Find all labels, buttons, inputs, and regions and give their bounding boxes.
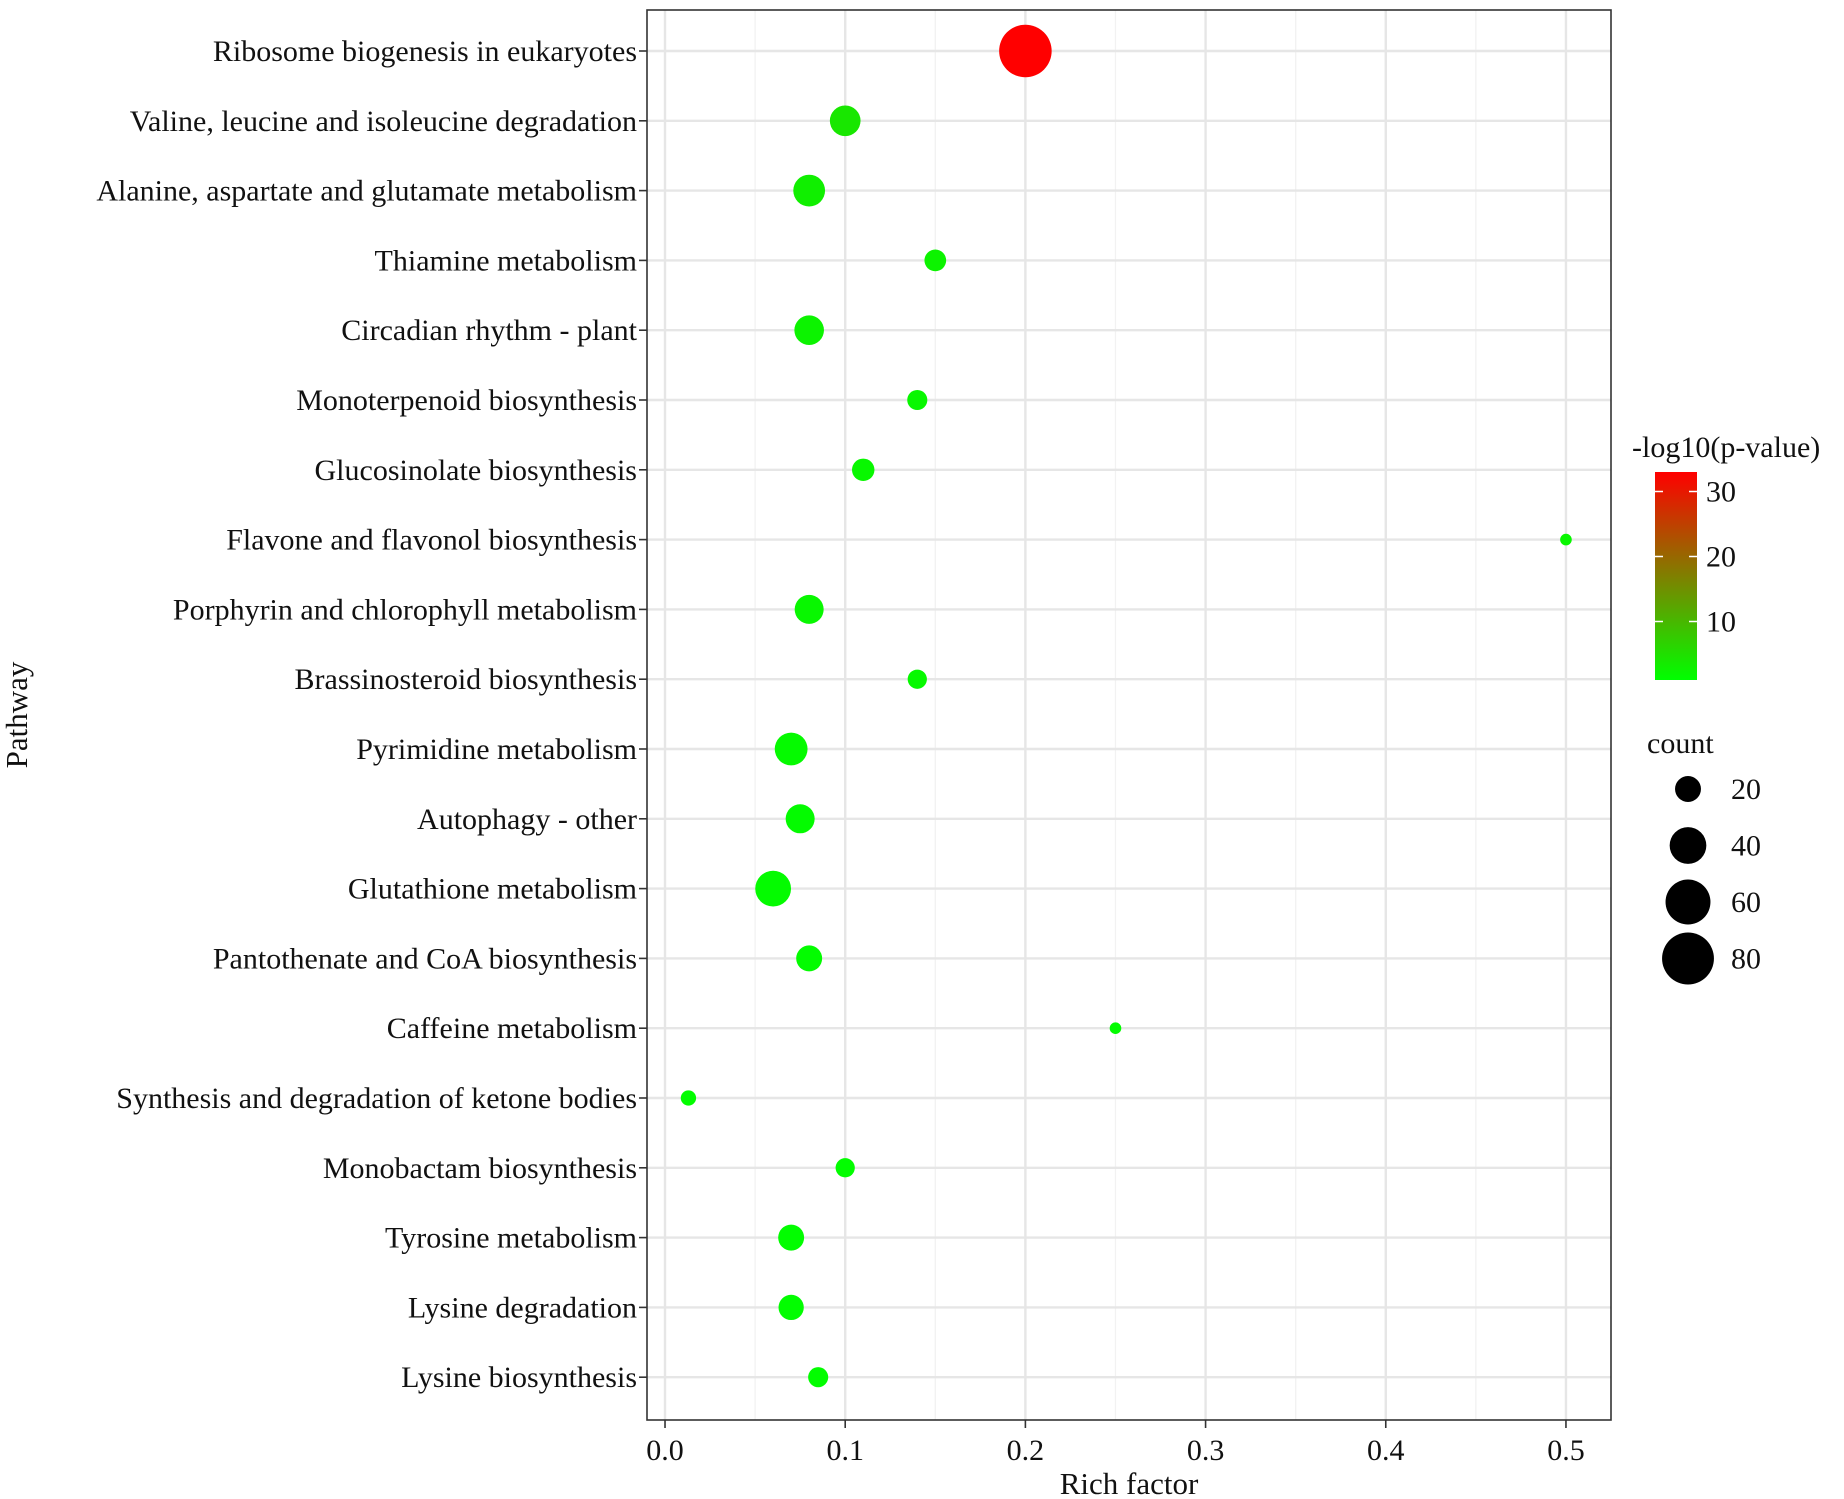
size-legend-items: 20 40 60 80 (1662, 773, 1761, 985)
data-point-synthesis-and-degradation-of-ketone-bodies (680, 1090, 697, 1106)
data-point-lysine-degradation (778, 1294, 804, 1321)
y-tick-label: Ribosome biogenesis in eukaryotes (213, 35, 637, 68)
size-legend-key (1662, 932, 1714, 985)
size-legend-title: count (1647, 727, 1714, 760)
data-point-circadian-rhythm-plant (794, 315, 824, 345)
data-point-caffeine-metabolism (1109, 1022, 1122, 1034)
y-tick-label: Monobactam biosynthesis (323, 1152, 637, 1185)
y-tick-label: Autophagy - other (417, 803, 637, 836)
y-tick-label: Lysine biosynthesis (401, 1361, 637, 1394)
y-axis-title: Pathway (0, 661, 34, 768)
size-legend: count 20 40 60 80 (1647, 727, 1761, 985)
x-tick-label: 0.2 (1007, 1434, 1045, 1467)
data-point-valine-leucine-and-isoleucine-degradation (829, 105, 861, 137)
size-legend-label: 20 (1731, 773, 1761, 806)
data-point-pantothenate-and-coa-biosynthesis (796, 945, 823, 972)
y-tick-label: Monoterpenoid biosynthesis (296, 384, 637, 417)
size-legend-key (1669, 827, 1707, 864)
y-tick-label: Flavone and flavonol biosynthesis (226, 524, 637, 557)
size-legend-label: 80 (1731, 943, 1761, 976)
y-tick-label: Pyrimidine metabolism (356, 733, 637, 766)
data-point-thiamine-metabolism (924, 249, 947, 272)
x-tick-label: 0.3 (1187, 1434, 1225, 1467)
color-legend-bar (1655, 472, 1697, 680)
y-tick-label: Brassinosteroid biosynthesis (295, 663, 638, 696)
x-tick-label: 0.5 (1547, 1434, 1585, 1467)
data-point-autophagy-other (785, 804, 815, 834)
x-axis-title: Rich factor (1060, 1466, 1199, 1499)
plot-panel-border (646, 9, 1612, 1421)
size-legend-key (1675, 776, 1701, 802)
data-point-glucosinolate-biosynthesis (851, 458, 875, 482)
color-legend: -log10(p-value) 30 20 10 (1632, 431, 1820, 680)
y-tick-label: Circadian rhythm - plant (341, 314, 637, 347)
y-tick-label: Pantothenate and CoA biosynthesis (213, 942, 637, 975)
data-point-glutathione-metabolism (755, 870, 792, 907)
color-legend-tick-label: 20 (1706, 541, 1736, 574)
size-legend-label: 40 (1731, 830, 1761, 863)
y-axis: Ribosome biogenesis in eukaryotes Valine,… (96, 35, 647, 1394)
size-legend-key (1665, 879, 1711, 925)
data-point-ribosome-biogenesis-in-eukaryotes (999, 24, 1052, 78)
grid-lines (647, 10, 1611, 1420)
data-point-tyrosine-metabolism (778, 1224, 805, 1251)
data-point-porphyrin-and-chlorophyll-metabolism (794, 594, 824, 624)
y-tick-label: Synthesis and degradation of ketone bodi… (116, 1082, 637, 1115)
y-tick-label: Glutathione metabolism (348, 873, 637, 906)
y-tick-label: Tyrosine metabolism (385, 1222, 637, 1255)
x-tick-label: 0.4 (1367, 1434, 1405, 1467)
y-tick-label: Alanine, aspartate and glutamate metabol… (96, 175, 637, 208)
color-legend-tick-label: 30 (1706, 476, 1736, 509)
data-points (680, 24, 1572, 1388)
data-point-monobactam-biosynthesis (835, 1158, 855, 1178)
x-tick-label: 0.0 (646, 1434, 684, 1467)
data-point-brassinosteroid-biosynthesis (907, 669, 927, 689)
y-tick-label: Caffeine metabolism (387, 1012, 637, 1045)
y-tick-label: Glucosinolate biosynthesis (315, 454, 637, 487)
size-legend-label: 60 (1731, 886, 1761, 919)
data-point-flavone-and-flavonol-biosynthesis (1560, 533, 1572, 546)
y-tick-label: Porphyrin and chlorophyll metabolism (173, 593, 637, 626)
color-legend-tick-label: 10 (1706, 606, 1736, 639)
x-axis: 0.0 0.1 0.2 0.3 0.4 0.5 (646, 1420, 1585, 1467)
data-point-alanine-aspartate-and-glutamate-metabolism (793, 174, 826, 207)
color-legend-ticks: 30 20 10 (1655, 476, 1736, 639)
data-point-monoterpenoid-biosynthesis (907, 389, 928, 411)
y-tick-label: Lysine degradation (408, 1291, 637, 1324)
y-tick-label: Thiamine metabolism (375, 244, 637, 277)
y-tick-label: Valine, leucine and isoleucine degradati… (130, 105, 637, 138)
x-tick-label: 0.1 (826, 1434, 864, 1467)
data-point-lysine-biosynthesis (808, 1367, 829, 1388)
data-point-pyrimidine-metabolism (774, 732, 808, 766)
color-legend-title: -log10(p-value) (1632, 431, 1820, 464)
plot-panel-background (647, 10, 1611, 1420)
